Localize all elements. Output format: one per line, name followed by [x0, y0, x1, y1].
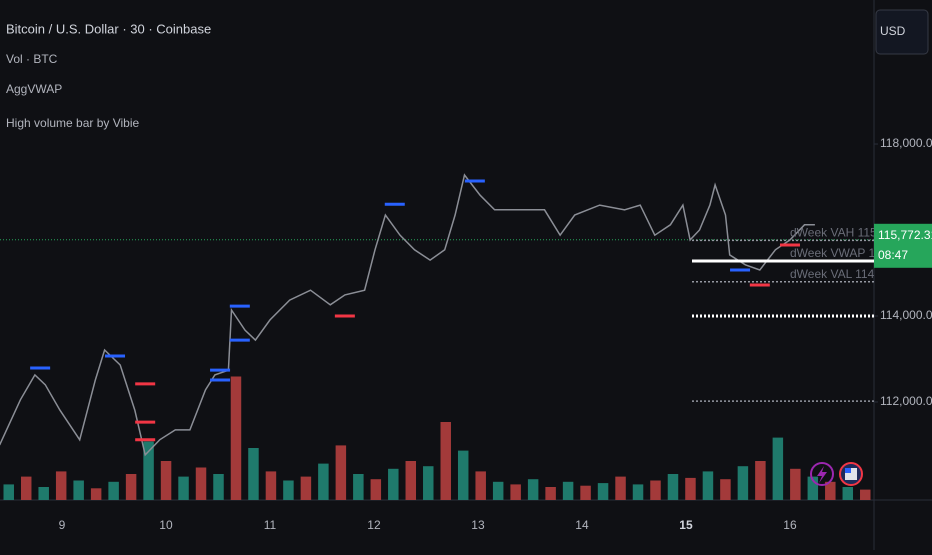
volume-bar [667, 474, 679, 500]
volume-bar [38, 487, 49, 500]
volume-bar [580, 485, 591, 500]
y-tick-label: 112,000.00 [880, 394, 932, 408]
volume-bar [457, 450, 469, 500]
volume-bar [545, 487, 556, 500]
volume-bar [265, 471, 277, 500]
volume-bar [90, 488, 102, 500]
volume-bar [527, 479, 539, 500]
volume-bar [790, 468, 801, 500]
currency-button[interactable] [875, 9, 929, 55]
price-label: 115,772.31 [878, 228, 932, 242]
y-tick-label: 114,000.00 [880, 308, 932, 322]
countdown-label: 08:47 [878, 248, 908, 262]
volume-bar [108, 481, 119, 500]
indicator-label[interactable]: High volume bar by Vibie [6, 116, 140, 130]
volume-bar [3, 484, 14, 500]
icon[interactable] [810, 462, 834, 486]
volume-bar [685, 477, 696, 500]
volume-bar [632, 484, 644, 500]
volume-bar [615, 476, 626, 500]
volume-bar [807, 476, 819, 500]
volume-bar [318, 463, 329, 500]
volume-bar [230, 376, 242, 500]
volume-bar [125, 474, 137, 500]
volume-bar [248, 448, 259, 500]
volume-bar [492, 481, 504, 500]
volume-bar [510, 484, 521, 500]
volume-bar [160, 461, 172, 500]
volume-bar [825, 481, 836, 500]
indicator-label[interactable]: AggVWAP [6, 82, 62, 96]
volume-bar [143, 441, 154, 500]
x-tick-label: 9 [59, 518, 66, 532]
price-label-bg [874, 223, 932, 268]
vwap-label: dWeek VAL 114797.8 [790, 267, 905, 281]
currency-label[interactable]: USD [880, 24, 906, 38]
indicator-label[interactable]: Vol · BTC [6, 52, 58, 66]
x-tick-label: 13 [471, 518, 485, 532]
volume-bar [300, 476, 312, 500]
volume-bar [842, 487, 854, 500]
symbol-title: Bitcoin / U.S. Dollar · 30 · Coinbase [6, 21, 211, 36]
volume-bar [388, 468, 399, 500]
volume-bar [370, 479, 382, 500]
x-tick-label: 16 [783, 518, 797, 532]
volume-bar [55, 471, 67, 500]
volume-bar [755, 461, 766, 500]
volume-bar [178, 476, 189, 500]
volume-bar [20, 476, 32, 500]
vwap-label: dWeek VAH 115759.9 [790, 226, 907, 240]
volume-bar [73, 480, 84, 500]
price-line [0, 173, 815, 457]
y-tick-label: 118,000.00 [880, 136, 932, 150]
x-tick-label: 15 [679, 518, 693, 532]
volume-bar [720, 479, 731, 500]
volume-bar [475, 471, 486, 500]
volume-bar [213, 474, 224, 500]
x-tick-label: 14 [575, 518, 589, 532]
x-tick-label: 10 [159, 518, 173, 532]
volume-bar [860, 489, 871, 500]
volume-bar [772, 437, 784, 500]
volume-bar [737, 466, 749, 500]
volume-bar [195, 467, 207, 500]
volume-bar [405, 461, 417, 500]
volume-bar [440, 422, 451, 500]
icon[interactable] [839, 462, 863, 486]
volume-bar [335, 445, 347, 500]
vwap-label: dWeek VWAP 115278. [790, 246, 911, 260]
volume-bar [283, 480, 294, 500]
x-tick-label: 12 [367, 518, 381, 532]
volume-bar [423, 466, 434, 500]
volume-bar [650, 480, 661, 500]
volume-bar [353, 474, 364, 500]
volume-bar [597, 483, 609, 500]
volume-bar [702, 471, 714, 500]
plot-area: dWeek VAH 115759.9 dWeek VWAP 115278. dWee… [0, 173, 911, 500]
volume-bar [562, 481, 574, 500]
x-tick-label: 11 [264, 518, 277, 532]
